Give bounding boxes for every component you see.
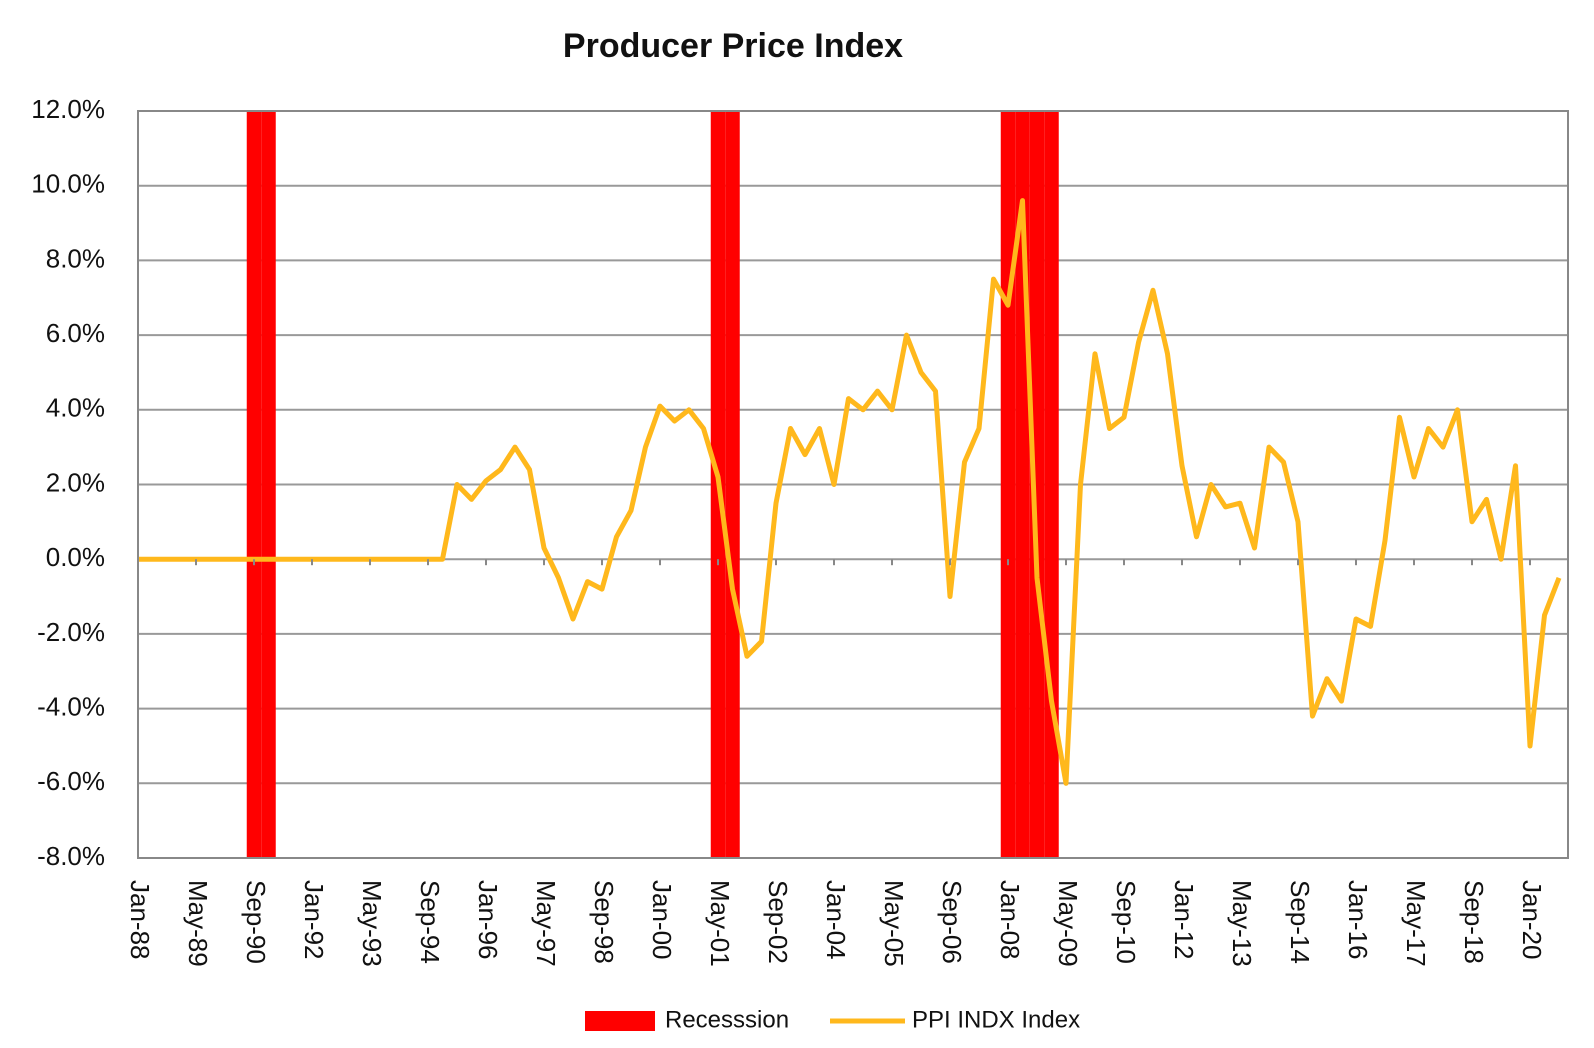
x-tick-label: May-01 xyxy=(705,880,735,967)
x-tick-label: Jan-88 xyxy=(125,880,155,960)
legend-label: PPI INDX Index xyxy=(912,1006,1080,1033)
x-tick-label: Jan-04 xyxy=(821,880,851,960)
recession-bar xyxy=(1044,111,1059,858)
y-tick-label: -8.0% xyxy=(37,841,105,871)
x-tick-label: Jan-08 xyxy=(995,880,1025,960)
x-tick-label: May-89 xyxy=(183,880,213,967)
recession-bar xyxy=(261,111,276,858)
x-tick-label: Sep-98 xyxy=(589,880,619,964)
plot-border xyxy=(137,110,1569,859)
x-tick-label: Sep-06 xyxy=(937,880,967,964)
y-tick-label: 2.0% xyxy=(46,467,105,497)
x-tick-label: Sep-02 xyxy=(763,880,793,964)
x-tick-label: Sep-14 xyxy=(1285,880,1315,964)
y-tick-label: 0.0% xyxy=(46,542,105,572)
x-tick-label: May-05 xyxy=(879,880,909,967)
recession-bar xyxy=(246,111,262,858)
ppi-line xyxy=(138,198,1562,786)
x-tick-label: Sep-94 xyxy=(415,880,445,964)
x-tick-label: Jan-12 xyxy=(1169,880,1199,960)
recession-bar xyxy=(1000,111,1016,858)
y-tick-label: 4.0% xyxy=(46,393,105,423)
x-tick-label: May-09 xyxy=(1053,880,1083,967)
x-tick-label: Sep-10 xyxy=(1111,880,1141,964)
x-tick-label: Sep-18 xyxy=(1459,880,1489,964)
x-tick-label: Jan-20 xyxy=(1517,880,1547,960)
chart-title: Producer Price Index xyxy=(563,27,903,65)
y-tick-label: 10.0% xyxy=(31,169,105,199)
x-tick-label: Jan-00 xyxy=(647,880,677,960)
legend-swatch xyxy=(585,1011,655,1031)
x-tick-label: May-97 xyxy=(531,880,561,967)
y-tick-label: -4.0% xyxy=(37,691,105,721)
y-tick-label: 8.0% xyxy=(46,243,105,273)
y-tick-label: -2.0% xyxy=(37,617,105,647)
x-tick-label: Jan-92 xyxy=(299,880,329,960)
y-tick-label: 6.0% xyxy=(46,318,105,348)
x-tick-label: May-13 xyxy=(1227,880,1257,967)
recession-bar xyxy=(725,111,740,858)
x-tick-label: Jan-96 xyxy=(473,880,503,960)
x-tick-label: Sep-90 xyxy=(241,880,271,964)
legend-label: Recesssion xyxy=(665,1006,789,1033)
x-tick-label: May-17 xyxy=(1401,880,1431,967)
x-tick-label: Jan-16 xyxy=(1343,880,1373,960)
recession-bar xyxy=(1029,111,1045,858)
x-tick-label: May-93 xyxy=(357,880,387,967)
y-tick-label: -6.0% xyxy=(37,766,105,796)
y-tick-label: 12.0% xyxy=(31,94,105,124)
plot xyxy=(138,111,1562,858)
